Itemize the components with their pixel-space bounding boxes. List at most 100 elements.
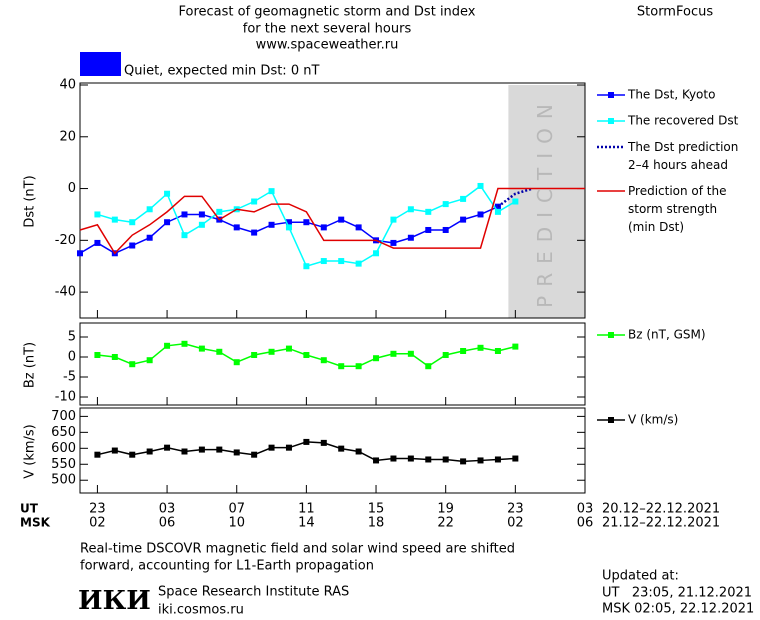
y-tick-label: -20 (55, 233, 76, 248)
data-point (390, 216, 397, 223)
x-range: 20.12–22.12.2021 (602, 502, 720, 517)
data-point (355, 224, 362, 231)
data-point (425, 363, 432, 370)
y-tick-label: -10 (55, 390, 76, 405)
x-range: 21.12–22.12.2021 (602, 516, 720, 531)
data-point (320, 258, 327, 265)
data-point (373, 457, 380, 464)
data-point (494, 456, 501, 463)
y-tick-label: -40 (55, 285, 76, 300)
series-line (497, 187, 534, 208)
y-tick-label: 550 (51, 457, 76, 472)
data-point (442, 201, 449, 208)
y-tick-label: 650 (51, 425, 76, 440)
data-point (251, 352, 258, 358)
data-point (146, 357, 153, 364)
y-tick-label: 0 (68, 181, 76, 196)
data-point (94, 211, 101, 218)
data-point (407, 234, 414, 241)
data-point (111, 447, 118, 454)
data-point (216, 208, 223, 215)
data-point (303, 438, 310, 445)
data-point (442, 226, 449, 233)
note: forward, accounting for L1-Earth propaga… (80, 559, 374, 574)
data-point (216, 348, 223, 355)
legend-entry: The Dst prediction 2–4 hours ahead (627, 140, 738, 172)
data-point (320, 439, 327, 446)
data-point (129, 242, 136, 249)
institute: Space Research Institute RAS (158, 585, 349, 600)
legend-entry: Prediction of the storm strength (min Dst) (628, 184, 727, 234)
data-point (181, 211, 188, 218)
data-point (425, 456, 432, 463)
data-point (164, 342, 171, 349)
logo: ИКИ (78, 586, 151, 616)
prediction-zone (508, 85, 585, 318)
y-tick-label: 5 (68, 330, 76, 345)
data-point (355, 363, 362, 370)
y-axis-label: V (km/s) (23, 424, 38, 479)
brand: StormFocus (637, 5, 713, 20)
data-point (233, 449, 240, 456)
data-point (77, 250, 83, 257)
data-point (338, 216, 345, 223)
data-point (285, 345, 292, 352)
data-point (373, 355, 380, 362)
data-point (303, 352, 310, 358)
legend-entry: The recovered Dst (627, 114, 739, 128)
data-point (146, 234, 153, 241)
y-tick-label: -5 (63, 370, 76, 385)
status-box (80, 52, 121, 76)
data-point (407, 455, 414, 462)
data-point (512, 455, 519, 462)
x-tick-label: 23 (89, 502, 106, 517)
data-point (390, 239, 397, 246)
legend-marker (608, 118, 614, 124)
y-axis-label: Bz (nT) (23, 342, 38, 388)
x-tick-label: 06 (159, 516, 176, 531)
data-point (198, 446, 205, 453)
data-point (407, 350, 414, 357)
data-point (512, 198, 519, 205)
data-point (355, 260, 362, 267)
data-point (477, 344, 484, 351)
data-point (181, 232, 188, 239)
data-point (129, 361, 136, 368)
data-point (338, 363, 345, 370)
y-tick-label: 500 (51, 473, 76, 488)
prediction-label: PREDICTION (533, 95, 557, 308)
x-tick-label: 19 (437, 502, 454, 517)
data-point (111, 216, 118, 223)
data-point (477, 211, 484, 218)
data-point (111, 354, 118, 360)
legend-entry: V (km/s) (628, 413, 678, 427)
data-point (251, 198, 258, 205)
data-point (94, 239, 101, 246)
y-axis-label: Dst (nT) (23, 175, 38, 227)
data-point (477, 457, 484, 464)
site: iki.cosmos.ru (158, 603, 244, 618)
legend-entry: The Dst, Kyoto (627, 88, 715, 102)
data-point (494, 348, 501, 354)
data-point (233, 359, 240, 366)
title: for the next several hours (243, 22, 412, 37)
y-tick-label: 700 (51, 409, 76, 424)
data-point (303, 219, 310, 226)
data-point (198, 345, 205, 352)
data-point (425, 226, 432, 233)
data-point (268, 444, 275, 451)
data-point (320, 357, 327, 364)
series-line (79, 187, 585, 255)
data-point (164, 444, 171, 451)
plot-frame (79, 322, 586, 406)
legend-marker (608, 92, 614, 98)
x-tick-label: 03 (159, 502, 176, 517)
x-tick-label: 18 (368, 516, 385, 531)
data-point (390, 455, 397, 462)
x-tick-label: 03 (577, 502, 594, 517)
y-tick-label: 600 (51, 441, 76, 456)
data-point (512, 343, 519, 350)
data-point (338, 445, 345, 452)
legend-entry: Bz (nT, GSM) (628, 328, 706, 342)
